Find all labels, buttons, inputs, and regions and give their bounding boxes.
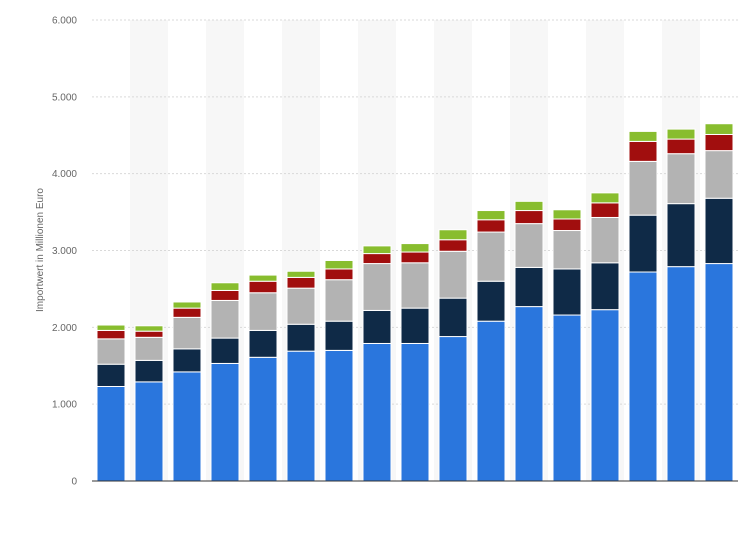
bar-segment	[438, 250, 468, 299]
y-tick-label: 4.000	[52, 169, 77, 180]
bar-segment	[134, 330, 164, 338]
bar-segment	[666, 266, 696, 482]
bar-segment	[324, 320, 354, 351]
bar-segment	[514, 266, 544, 308]
bar-segment	[438, 239, 468, 252]
y-tick-label: 5.000	[52, 92, 77, 103]
bar-segment	[286, 323, 316, 352]
bar-segment	[628, 160, 658, 216]
bar-segment	[362, 253, 392, 265]
bar-segment	[590, 192, 620, 204]
bar-segment	[514, 200, 544, 212]
bar-segment	[134, 325, 164, 332]
bar-segment	[476, 219, 506, 233]
bar-segment	[134, 336, 164, 361]
bar-segment	[704, 123, 734, 135]
bar-segment	[552, 230, 582, 270]
bar-segment	[476, 231, 506, 282]
bar-segment	[210, 362, 240, 482]
bar-segment	[210, 299, 240, 339]
bar-segment	[590, 309, 620, 482]
bar-segment	[96, 385, 126, 482]
bar-segment	[248, 280, 278, 294]
bar-segment	[552, 218, 582, 232]
bar-segment	[476, 320, 506, 482]
bar-segment	[628, 214, 658, 273]
bar-segment	[172, 371, 202, 482]
bar-segment	[704, 150, 734, 199]
bar-segment	[628, 140, 658, 162]
bar-segment	[172, 316, 202, 350]
bar-segment	[324, 349, 354, 482]
bar-segment	[514, 223, 544, 268]
bar-segment	[96, 324, 126, 331]
bar-segment	[286, 287, 316, 325]
bar-segment	[666, 203, 696, 268]
y-tick-label: 6.000	[52, 16, 77, 27]
bar-segment	[172, 348, 202, 373]
bar-segment	[476, 280, 506, 322]
bar-segment	[552, 314, 582, 482]
bar-segment	[362, 342, 392, 482]
bar-segment	[514, 306, 544, 482]
bar-segment	[628, 130, 658, 142]
bar-segment	[210, 282, 240, 291]
bar-segment	[134, 381, 164, 482]
y-tick-label: 0	[71, 477, 77, 488]
bar-segment	[248, 356, 278, 482]
bar-segment	[324, 279, 354, 322]
bar-segment	[438, 297, 468, 338]
bar-segment	[362, 263, 392, 311]
bar-segment	[590, 202, 620, 218]
bar-segment	[476, 210, 506, 221]
bar-segment	[400, 243, 430, 253]
bar-segment	[286, 276, 316, 289]
y-tick-label: 3.000	[52, 246, 77, 257]
bar-segment	[362, 245, 392, 255]
bar-segment	[172, 307, 202, 318]
bar-segment	[248, 292, 278, 331]
bar-segment	[438, 229, 468, 241]
bar-segment	[666, 153, 696, 205]
bar-segment	[400, 251, 430, 264]
y-axis-title: Importwert in Millionen Euro	[35, 188, 46, 312]
bar-segment	[400, 307, 430, 344]
bar-segment	[248, 329, 278, 358]
bar-segment	[628, 271, 658, 482]
bar-segment	[704, 263, 734, 482]
bar-segment	[324, 268, 354, 281]
bar-segment	[134, 359, 164, 383]
y-axis-ticks: 0 1.000 2.000 3.000 4.000 5.000 6.000	[52, 16, 77, 488]
bar-segment	[362, 309, 392, 344]
bar-segment	[400, 342, 430, 482]
bar-segment	[438, 336, 468, 482]
bar-segment	[324, 259, 354, 270]
bar-segment	[552, 268, 582, 316]
bar-segment	[96, 338, 126, 365]
y-tick-label: 1.000	[52, 400, 77, 411]
bar-segment	[210, 337, 240, 364]
bar-segment	[590, 262, 620, 311]
bar-segment	[400, 262, 430, 309]
bar-segment	[514, 210, 544, 225]
bar-segment	[666, 128, 696, 140]
bar-segment	[248, 274, 278, 282]
bar-segment	[96, 363, 126, 387]
bar-segment	[286, 270, 316, 278]
y-tick-label: 2.000	[52, 323, 77, 334]
bar-segment	[704, 133, 734, 152]
bar-segment	[96, 329, 126, 340]
bars	[96, 123, 734, 482]
bar-segment	[704, 197, 734, 265]
bar-segment	[210, 289, 240, 301]
bar-segment	[552, 209, 582, 220]
bar-segment	[590, 216, 620, 264]
bar-segment	[172, 301, 202, 309]
bar-segment	[286, 350, 316, 482]
bar-segment	[666, 138, 696, 155]
